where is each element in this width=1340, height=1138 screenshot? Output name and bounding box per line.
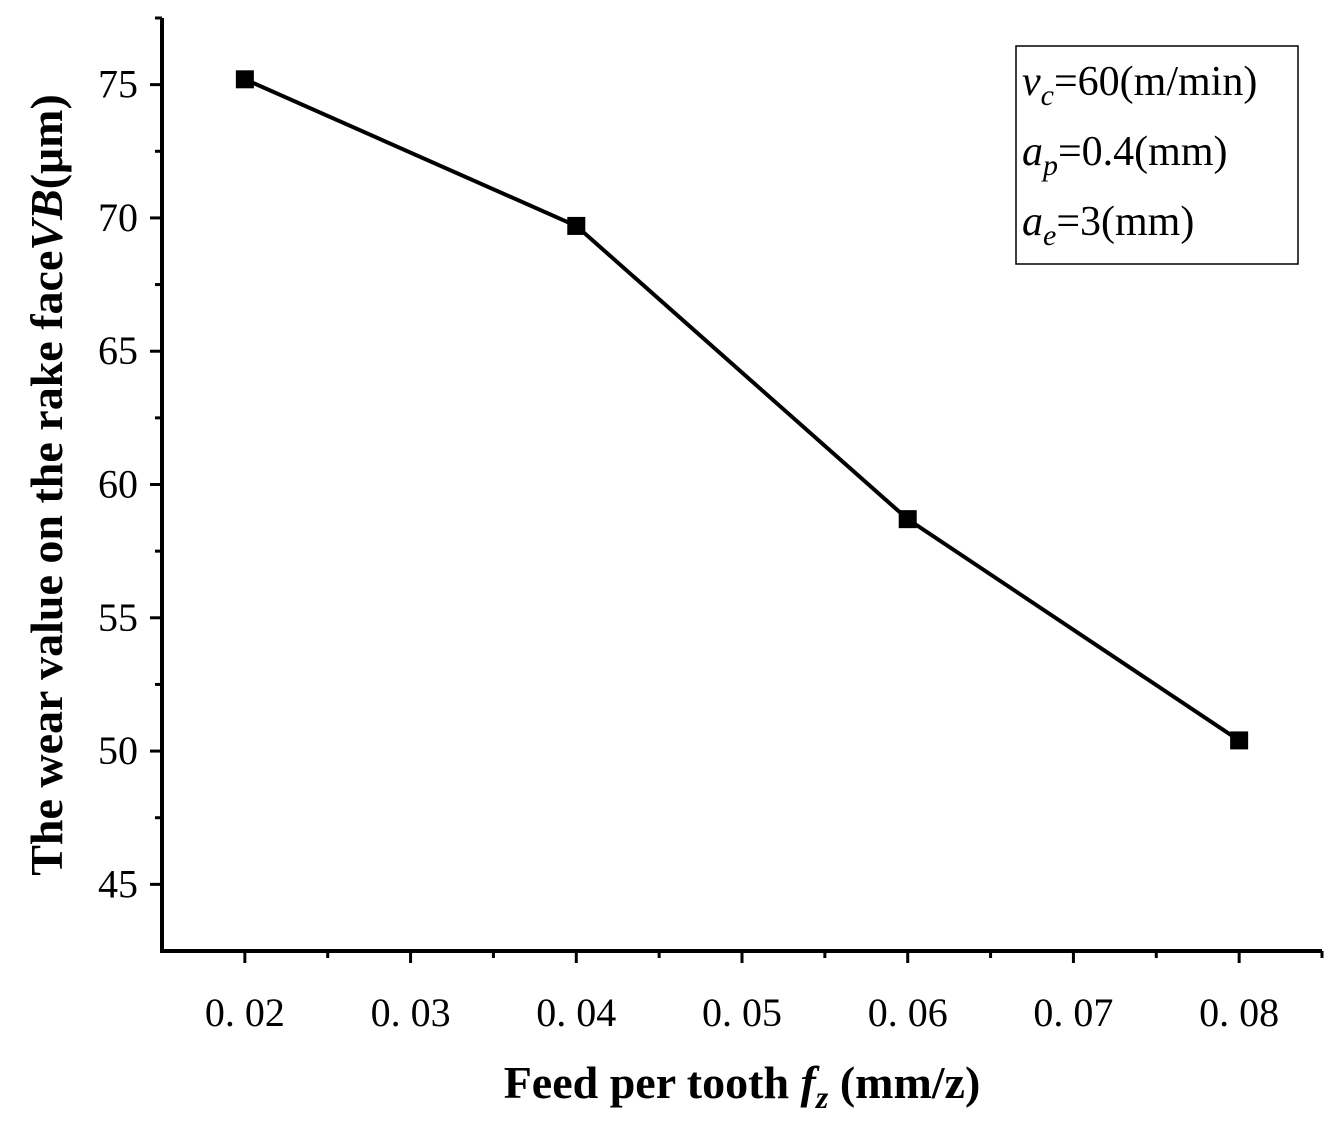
annotation-line-ap-symbol: a (1022, 129, 1043, 175)
y-tick-label: 65 (98, 328, 138, 373)
annotation-frame (1015, 45, 1299, 265)
x-axis-title-suffix: (mm/z) (828, 1057, 980, 1108)
y-ticks: 45 50 55 60 65 70 75 (98, 16, 162, 906)
annotation-line-vc: vc=60(m/min) (1022, 59, 1257, 112)
annotation-box: vc=60(m/min) ap=0.4(mm) ae=3(mm) (1015, 45, 1299, 265)
annotation-line-ap-text: =0.4(mm) (1058, 129, 1228, 175)
y-tick-label: 45 (98, 861, 138, 906)
annotation-line-vc-symbol: v (1022, 59, 1041, 105)
annotation-line-ae-symbol: a (1022, 199, 1043, 245)
annotation-line-vc-text: =60(m/min) (1054, 59, 1257, 105)
annotation-line-ae-subscript: e (1043, 219, 1056, 252)
x-axis-title: Feed per tooth fz (mm/z) (504, 1057, 981, 1115)
annotation-line-ap: ap=0.4(mm) (1022, 129, 1228, 182)
data-point (235, 70, 254, 89)
annotation-line-ae: ae=3(mm) (1022, 199, 1194, 252)
x-tick-label: 0. 03 (371, 990, 451, 1035)
x-axis-title-subscript: z (815, 1079, 829, 1115)
y-axis-title: The wear value on the rake faceVB(μm) (21, 94, 72, 876)
x-tick-label: 0. 08 (1199, 990, 1279, 1035)
x-tick-label: 0. 05 (702, 990, 782, 1035)
data-point (1230, 731, 1249, 750)
y-tick-label: 50 (98, 728, 138, 773)
x-tick-label: 0. 06 (868, 990, 948, 1035)
y-tick-label: 75 (98, 62, 138, 107)
data-point (898, 510, 917, 529)
x-axis-title-prefix: Feed per tooth (504, 1057, 801, 1108)
annotation-line-vc-subscript: c (1041, 79, 1054, 112)
annotation-line-ap-subscript: p (1041, 149, 1058, 182)
series-layer (235, 70, 1249, 750)
x-axis-title-symbol: f (801, 1057, 821, 1108)
annotation-line-ae-text: =3(mm) (1056, 199, 1194, 245)
data-point (567, 216, 586, 235)
y-axis-title-prefix: The wear value on the rake face (21, 251, 72, 876)
y-tick-label: 70 (98, 195, 138, 240)
y-axis-title-symbol: VB (21, 189, 72, 250)
x-tick-label: 0. 04 (536, 990, 616, 1035)
y-axis-title-suffix: (μm) (21, 94, 72, 189)
x-tick-label: 0. 07 (1033, 990, 1113, 1035)
y-tick-label: 60 (98, 462, 138, 507)
y-tick-label: 55 (98, 595, 138, 640)
series-line (244, 77, 1241, 743)
x-tick-label: 0. 02 (205, 990, 285, 1035)
x-ticks: 0. 02 0. 03 0. 04 0. 05 0. 06 0. 07 0. 08 (205, 951, 1324, 1035)
